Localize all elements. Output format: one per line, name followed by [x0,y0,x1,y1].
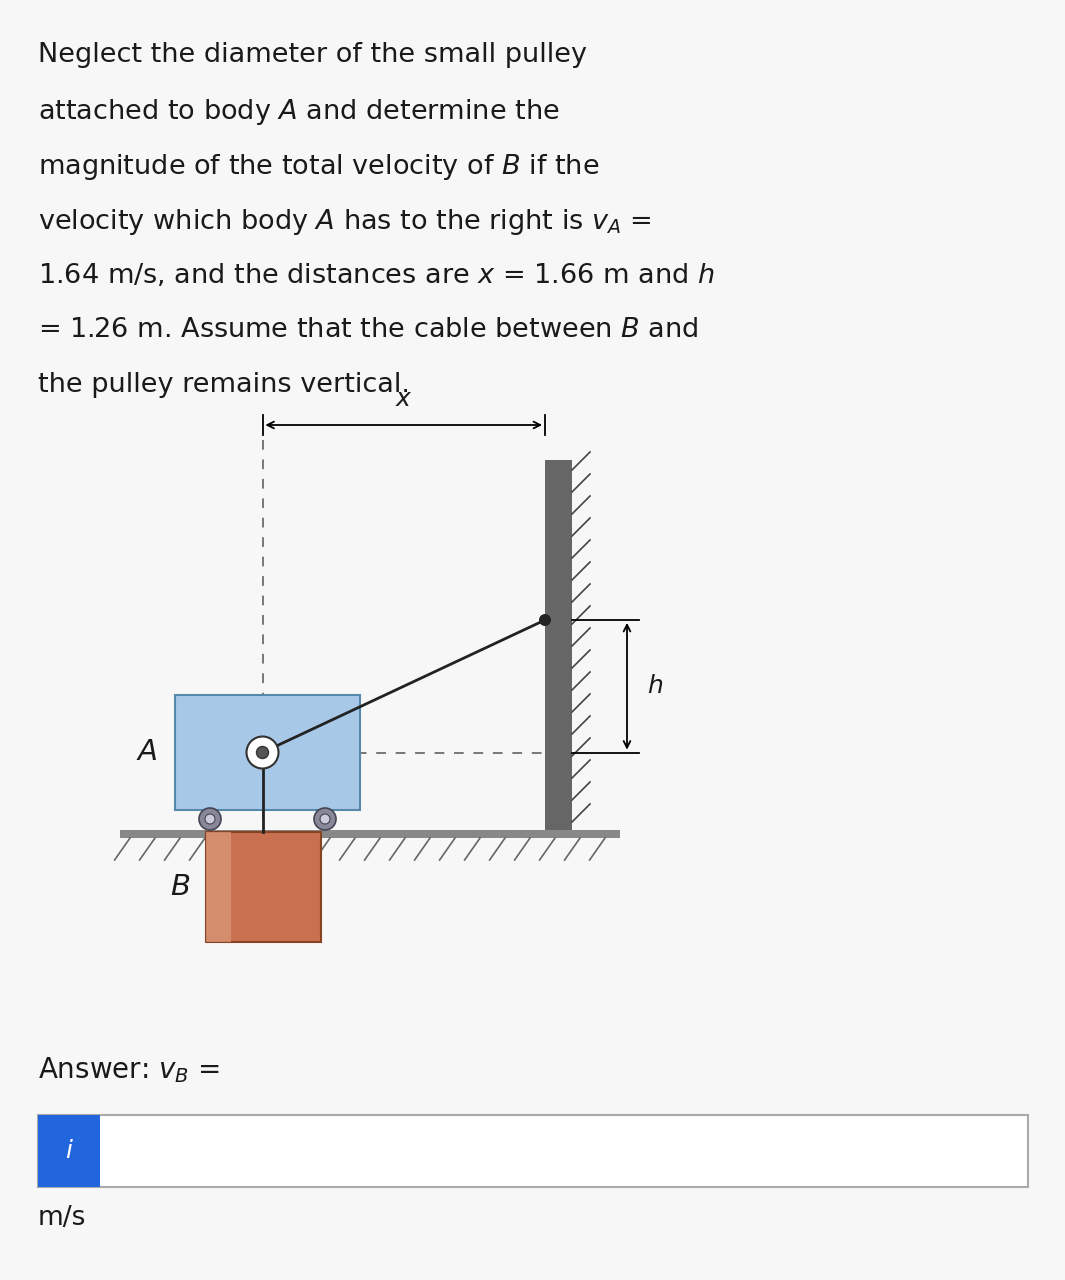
Text: 1.64 m/s, and the distances are $x$ = 1.66 m and $h$: 1.64 m/s, and the distances are $x$ = 1.… [38,262,715,289]
Text: = 1.26 m. Assume that the cable between $B$ and: = 1.26 m. Assume that the cable between … [38,317,699,343]
Text: m/s: m/s [38,1204,86,1231]
Bar [38,1115,100,1187]
Circle shape [204,814,215,824]
Text: $h$: $h$ [648,675,663,699]
Text: velocity which body $A$ has to the right is $v_A$ =: velocity which body $A$ has to the right… [38,207,652,237]
Bar [545,460,572,829]
Bar [206,832,231,942]
Text: $B$: $B$ [170,873,191,901]
Circle shape [257,746,268,759]
Circle shape [199,808,222,829]
Text: attached to body $A$ and determine the: attached to body $A$ and determine the [38,97,559,127]
Bar [175,695,360,810]
Text: Neglect the diameter of the small pulley: Neglect the diameter of the small pulley [38,42,587,68]
Circle shape [320,814,330,824]
Circle shape [539,614,551,626]
Text: $x$: $x$ [395,387,412,411]
Text: the pulley remains vertical.: the pulley remains vertical. [38,372,410,398]
Circle shape [246,736,279,768]
Text: $A$: $A$ [135,739,157,767]
Text: Answer: $v_B$ =: Answer: $v_B$ = [38,1055,220,1085]
Text: $i$: $i$ [65,1139,73,1164]
Circle shape [314,808,335,829]
Bar [38,1115,1028,1187]
Bar [120,829,620,838]
Text: magnitude of the total velocity of $B$ if the: magnitude of the total velocity of $B$ i… [38,152,600,182]
Bar [206,832,321,942]
